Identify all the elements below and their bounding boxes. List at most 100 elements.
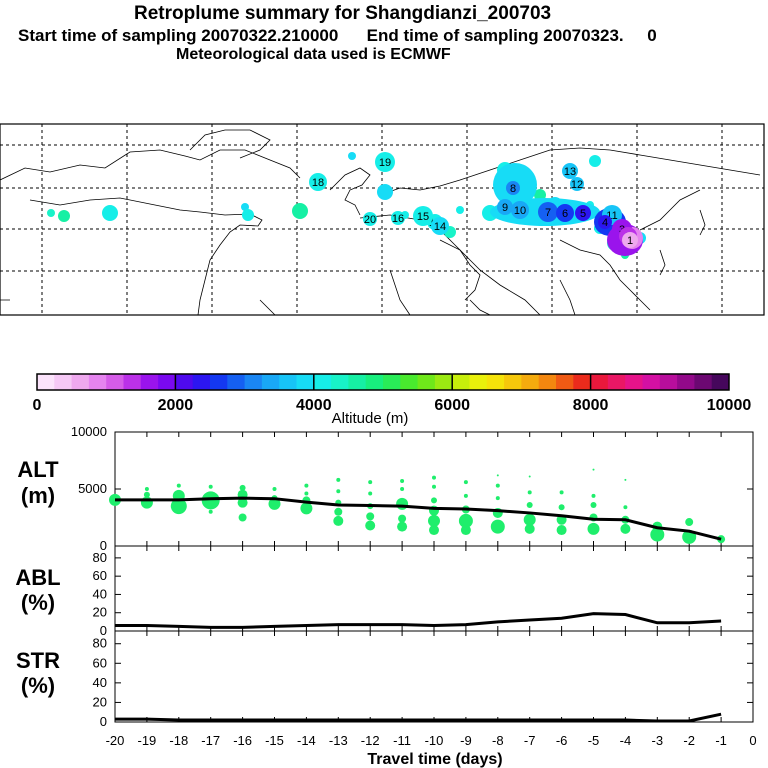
plume-marker: [538, 202, 558, 222]
colorbar-swatch: [296, 374, 315, 390]
plume-day-label: 11: [606, 210, 617, 222]
plume-markers: 2019181716151413121110987654321: [47, 152, 646, 259]
altitude-point: [526, 501, 533, 508]
x-tick-label: -17: [201, 733, 220, 748]
x-tick-label: -7: [524, 733, 536, 748]
altitude-point: [143, 491, 150, 498]
altitude-point: [368, 491, 373, 496]
colorbar-swatch: [486, 374, 505, 390]
plume-blob: [102, 205, 118, 221]
x-tick-label: -11: [393, 733, 411, 748]
colorbar-tick-label: 8000: [573, 397, 609, 414]
colorbar-swatch: [694, 374, 713, 390]
altitude-point: [495, 483, 500, 488]
altitude-point: [238, 513, 247, 522]
plume-marker: [598, 215, 612, 229]
time-series-panels: ALT(m)1000050000ABL(%)806040200STR(%)806…: [15, 424, 756, 768]
altitude-point: [556, 525, 567, 536]
altitude-point: [272, 487, 277, 491]
y-tick-label: 20: [93, 694, 107, 709]
plume-marker: [431, 217, 449, 235]
x-tick-label: -2: [683, 733, 695, 748]
plume-marker: [309, 173, 327, 191]
x-tick-label: -13: [329, 733, 348, 748]
altitude-point: [396, 497, 409, 510]
plume-marker: [506, 181, 520, 195]
altitude-point: [432, 484, 436, 489]
altitude-point: [458, 513, 473, 528]
altitude-point: [590, 501, 597, 508]
colorbar-swatch: [210, 374, 228, 390]
altitude-point: [432, 475, 436, 480]
plume-day-label: 15: [417, 211, 429, 223]
altitude-point: [237, 497, 248, 508]
altitude-point: [463, 480, 468, 485]
colorbar-swatch: [642, 374, 661, 390]
colorbar-swatch: [106, 374, 124, 390]
plume-marker: [375, 152, 395, 172]
x-tick-label: 0: [749, 733, 756, 748]
colorbar-swatch: [37, 374, 55, 390]
plume-day-label: 14: [434, 221, 446, 233]
x-tick-label: -18: [169, 733, 188, 748]
trajectory-map: 2019181716151413121110987654321: [0, 123, 765, 316]
plume-day-label: 12: [571, 179, 583, 191]
plume-day-label: 16: [392, 213, 404, 225]
plume-blob: [377, 184, 393, 200]
colorbar-tick-label: 4000: [296, 397, 332, 414]
y-tick-label: 0: [100, 623, 107, 638]
plume-day-label: 20: [364, 214, 376, 226]
x-axis-label: Travel time (days): [367, 751, 502, 768]
sampling-period: Start time of sampling 20070322.210000 E…: [18, 26, 657, 45]
altitude-point: [398, 514, 407, 523]
altitude-point: [304, 491, 309, 496]
colorbar-swatch: [348, 374, 367, 390]
colorbar-swatch: [261, 374, 280, 390]
y-tick-label: 80: [93, 550, 107, 565]
plume-blob: [292, 203, 308, 219]
colorbar-swatch: [140, 374, 159, 390]
x-tick-label: -15: [265, 733, 284, 748]
colorbar-swatch: [71, 374, 90, 390]
plume-blob: [47, 209, 55, 217]
colorbar-swatch: [123, 374, 142, 390]
colorbar-swatch: [54, 374, 72, 390]
series-line: [115, 612, 722, 629]
colorbar-swatch: [521, 374, 540, 390]
altitude-point: [431, 497, 437, 504]
y-tick-label: 60: [93, 568, 107, 583]
colorbar-swatch: [365, 374, 384, 390]
altitude-point: [334, 507, 343, 516]
plume-marker: [413, 206, 433, 226]
altitude-point: [559, 490, 564, 495]
plume-day-label: 19: [379, 157, 391, 169]
plume-marker: [497, 199, 513, 215]
panel-unit: (m): [21, 483, 55, 508]
altitude-point: [239, 484, 246, 491]
altitude-point: [368, 480, 373, 485]
plume-day-label: 5: [580, 208, 586, 220]
x-tick-label: -4: [620, 733, 632, 748]
y-tick-label: 5000: [78, 481, 107, 496]
colorbar-swatch: [556, 374, 574, 390]
colorbar-swatch: [175, 374, 194, 390]
x-tick-label: -19: [138, 733, 157, 748]
plume-day-label: 9: [502, 202, 508, 214]
altitude-point: [336, 489, 341, 494]
y-tick-label: 20: [93, 605, 107, 620]
x-tick-label: -1: [715, 733, 727, 748]
altitude-point: [429, 525, 439, 536]
plume-marker: [511, 201, 529, 219]
x-tick-label: -8: [492, 733, 504, 748]
chart-title: Retroplume summary for Shangdianzi_20070…: [134, 3, 552, 24]
altitude-point: [397, 521, 408, 532]
altitude-point: [490, 519, 505, 534]
x-tick-label: -3: [652, 733, 664, 748]
plume-blob: [241, 203, 249, 211]
plume-marker: [622, 232, 638, 248]
x-tick-label: -20: [106, 733, 125, 748]
altitude-point: [170, 498, 187, 515]
panel-label: ALT: [17, 457, 59, 482]
x-tick-label: -10: [425, 733, 444, 748]
altitude-point: [333, 515, 344, 526]
